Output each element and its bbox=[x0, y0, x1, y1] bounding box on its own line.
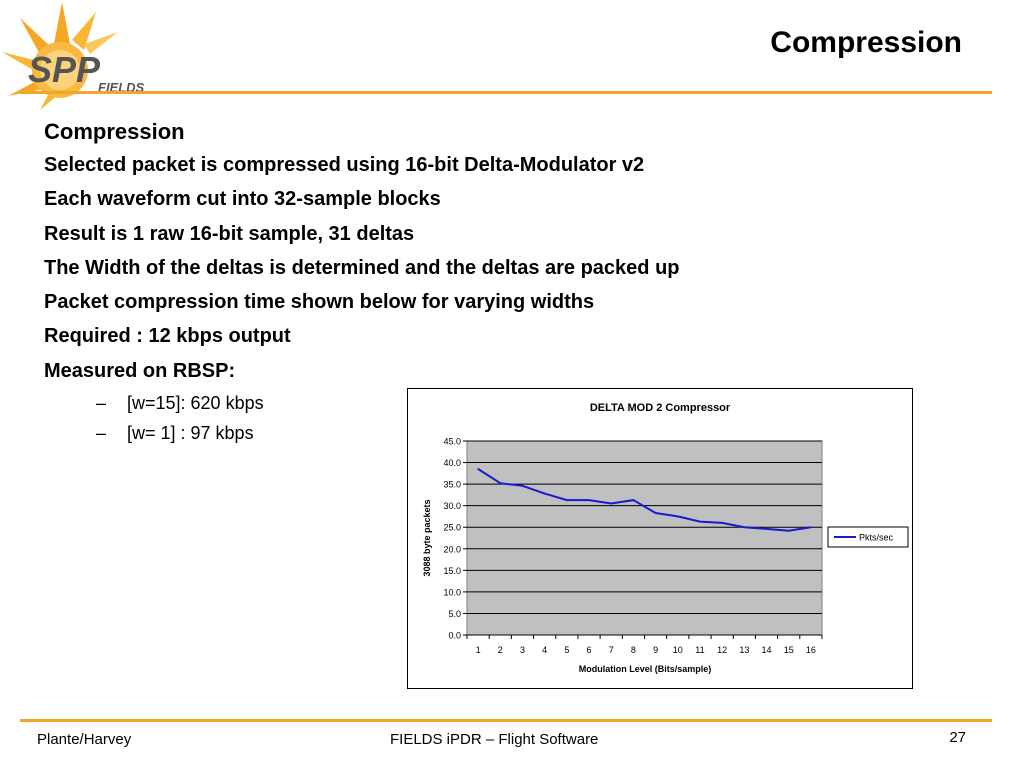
y-tick-label: 40.0 bbox=[443, 458, 461, 468]
compression-chart: DELTA MOD 2 Compressor 0.0 5.0 10.0 15.0 20.0… bbox=[407, 388, 913, 689]
y-tick-label: 30.0 bbox=[443, 501, 461, 511]
bullet-item: Measured on RBSP: bbox=[44, 359, 236, 382]
y-axis-label: 3088 byte packets bbox=[422, 499, 432, 576]
data-point bbox=[543, 492, 546, 495]
y-tick-label: 10.0 bbox=[443, 587, 461, 597]
y-tick-label: 20.0 bbox=[443, 544, 461, 554]
x-tick-label: 9 bbox=[653, 645, 658, 655]
bullet-item: Selected packet is compressed using 16-b… bbox=[44, 154, 645, 176]
data-point bbox=[499, 482, 502, 485]
x-tick-label: 6 bbox=[587, 645, 592, 655]
footer-divider bbox=[20, 719, 992, 722]
x-tick-label: 12 bbox=[717, 645, 727, 655]
legend-box bbox=[827, 526, 909, 548]
data-point bbox=[654, 512, 657, 514]
dash-marker: – bbox=[96, 423, 107, 444]
logo-wordmark: SPP bbox=[28, 49, 101, 90]
x-tick-label: 11 bbox=[695, 645, 704, 655]
bullet-item: Result is 1 raw 16-bit sample, 31 deltas bbox=[44, 222, 415, 245]
slide-title: Compression bbox=[770, 26, 962, 59]
x-tick-label: 3 bbox=[520, 645, 525, 655]
sub-bullet-item: – [w= 1] : 97 kbps bbox=[44, 418, 984, 448]
y-tick-label: 5.0 bbox=[448, 609, 461, 619]
bullet-item: Each waveform cut into 32-sample blocks bbox=[44, 188, 441, 211]
spp-fields-logo: SPP FIELDS bbox=[2, 2, 145, 110]
x-tick-label: 15 bbox=[784, 645, 794, 655]
x-tick-label: 2 bbox=[498, 645, 503, 655]
x-tick-label: 5 bbox=[564, 645, 569, 655]
data-point bbox=[521, 485, 524, 487]
legend-label: Pkts/sec bbox=[859, 533, 894, 543]
y-tick-label: 45.0 bbox=[443, 437, 461, 447]
sub-bullet-item: – [w=15]: 620 kbps bbox=[44, 388, 984, 418]
y-tick-label: 0.0 bbox=[448, 631, 461, 641]
x-tick-label: 10 bbox=[673, 645, 683, 655]
bullet-item: Packet compression time shown below for … bbox=[44, 291, 595, 314]
plot-area bbox=[466, 440, 823, 636]
series-line bbox=[477, 468, 812, 532]
y-tick-label: 25.0 bbox=[443, 523, 461, 533]
data-point bbox=[566, 499, 568, 501]
data-point bbox=[588, 499, 590, 501]
x-tick-label: 1 bbox=[476, 645, 481, 655]
data-point bbox=[676, 515, 679, 518]
x-tick-label: 14 bbox=[762, 645, 772, 655]
slide-content: Compression Selected packet is compresse… bbox=[44, 116, 984, 448]
chart-svg: DELTA MOD 2 Compressor 0.0 5.0 10.0 15.0 20.0… bbox=[422, 402, 909, 674]
data-point bbox=[721, 522, 723, 524]
chart-title: DELTA MOD 2 Compressor bbox=[590, 402, 731, 414]
footer-author: Plante/Harvey bbox=[37, 731, 132, 748]
data-point bbox=[632, 499, 635, 501]
data-point bbox=[810, 526, 812, 529]
y-tick-label: 15.0 bbox=[443, 566, 461, 576]
x-tick-label: 8 bbox=[631, 645, 636, 655]
data-point bbox=[743, 526, 746, 529]
bullet-item: Required : 12 kbps output bbox=[44, 325, 291, 348]
sub-bullet-text: [w= 1] : 97 kbps bbox=[127, 423, 254, 444]
content-heading: Compression bbox=[44, 119, 185, 144]
header-divider bbox=[20, 91, 992, 94]
x-tick-label: 13 bbox=[739, 645, 749, 655]
footer-presentation: FIELDS iPDR – Flight Software bbox=[390, 731, 599, 748]
dash-marker: – bbox=[96, 393, 107, 414]
data-point bbox=[787, 529, 790, 532]
y-tick-label: 35.0 bbox=[443, 480, 461, 490]
data-point bbox=[477, 468, 479, 470]
bullet-item: The Width of the deltas is determined an… bbox=[44, 256, 680, 279]
sub-bullet-text: [w=15]: 620 kbps bbox=[127, 393, 264, 414]
data-point bbox=[699, 520, 701, 523]
x-tick-label: 7 bbox=[609, 645, 614, 655]
data-point bbox=[765, 528, 768, 530]
x-axis-label: Modulation Level (Bits/sample) bbox=[579, 664, 712, 674]
page-number: 27 bbox=[949, 729, 966, 746]
x-tick-label: 4 bbox=[542, 645, 547, 655]
data-point bbox=[610, 502, 613, 505]
x-tick-label: 16 bbox=[806, 645, 816, 655]
